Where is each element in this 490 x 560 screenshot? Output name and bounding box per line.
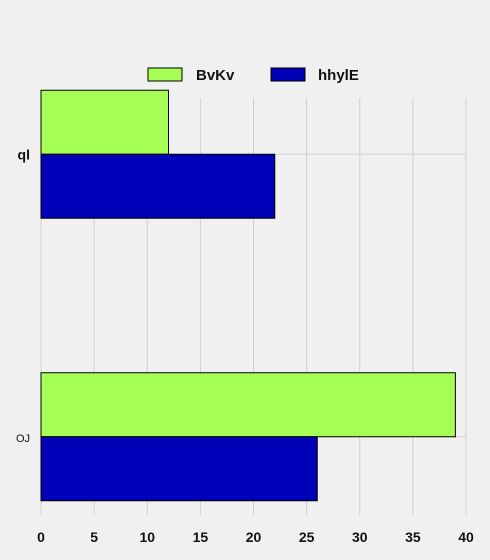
x-tick-label: 20	[246, 529, 262, 545]
legend-label-BvKv: BvKv	[196, 67, 235, 84]
bar-BvKv-ql	[40, 89, 169, 155]
bar-BvKv-OJ	[40, 372, 456, 438]
x-tick-label: 30	[352, 529, 368, 545]
bar-hhylE-ql	[40, 153, 276, 219]
x-tick-label: 35	[405, 529, 421, 545]
x-tick-label: 40	[458, 529, 474, 545]
x-tick-label: 25	[299, 529, 315, 545]
legend-swatch-BvKv	[147, 67, 183, 82]
x-tick-label: 15	[193, 529, 209, 545]
y-tick-label: OJ	[16, 433, 30, 445]
axis: ql OJ 0 5 10 15 20 25 30 35 40	[16, 146, 474, 545]
bars	[40, 89, 456, 502]
bar-hhylE-OJ	[40, 436, 318, 502]
x-tick-label: 0	[37, 529, 45, 545]
legend: BvKv hhylE	[147, 67, 359, 84]
legend-swatch-hhylE	[270, 67, 306, 82]
legend-label-hhylE: hhylE	[318, 67, 359, 84]
x-tick-label: 10	[139, 529, 155, 545]
y-tick-label: ql	[18, 146, 30, 162]
x-tick-label: 5	[90, 529, 98, 545]
